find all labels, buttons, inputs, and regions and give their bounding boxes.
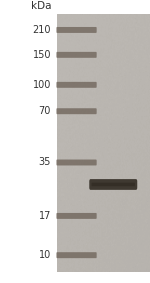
FancyBboxPatch shape <box>56 213 97 219</box>
FancyBboxPatch shape <box>56 108 97 114</box>
FancyBboxPatch shape <box>56 52 97 58</box>
FancyBboxPatch shape <box>56 27 97 33</box>
Bar <box>57 14 150 272</box>
Text: 17: 17 <box>39 211 51 221</box>
Text: 150: 150 <box>33 50 51 60</box>
FancyBboxPatch shape <box>89 179 137 190</box>
FancyBboxPatch shape <box>56 252 97 258</box>
FancyBboxPatch shape <box>56 82 97 88</box>
Text: kDa: kDa <box>30 1 51 11</box>
Text: 70: 70 <box>39 106 51 116</box>
Text: 35: 35 <box>39 158 51 168</box>
Text: 210: 210 <box>33 25 51 35</box>
FancyBboxPatch shape <box>92 183 135 186</box>
FancyBboxPatch shape <box>56 160 97 166</box>
Text: 10: 10 <box>39 250 51 260</box>
Text: 100: 100 <box>33 80 51 90</box>
